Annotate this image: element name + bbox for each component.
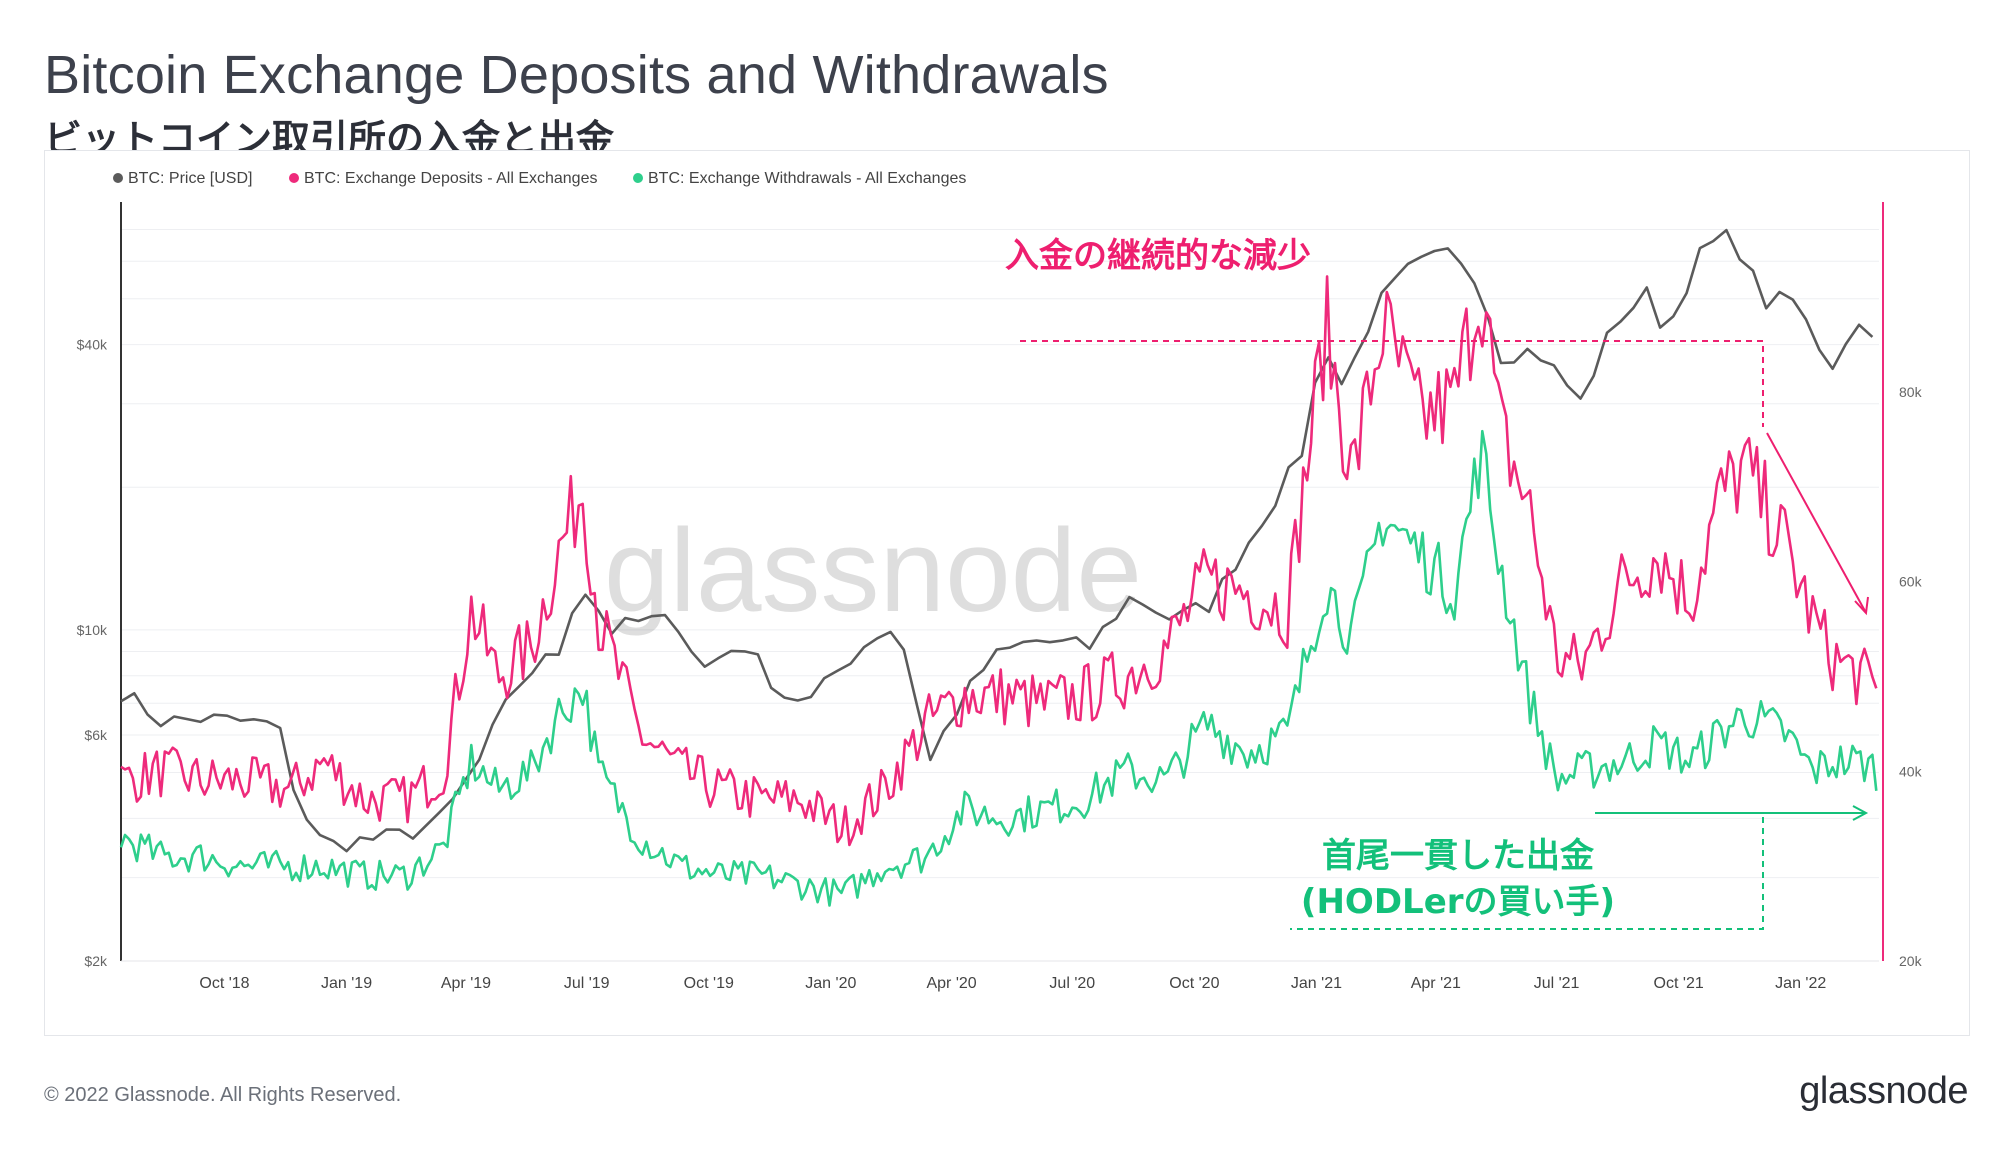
chart-svg: glassnode BTC: Price [USD] BTC: Exchange … (77, 170, 1923, 992)
deposits-arrow-line (1766, 432, 1866, 612)
watermark: glassnode (604, 505, 1142, 637)
x-tick-label: Jul '19 (564, 975, 610, 992)
x-tick-label: Oct '19 (684, 975, 734, 992)
y-right-tick-label: 20k (1899, 953, 1923, 969)
footer-logo: glassnode (1799, 1070, 1968, 1112)
legend: BTC: Price [USD] BTC: Exchange Deposits -… (113, 170, 966, 187)
axes: $2k $6k $10k $40k 20k 40k 60k 80k Oct '18 Jan '19… (77, 202, 1923, 992)
series-line (119, 429, 1878, 907)
y-left-tick-label: $10k (77, 622, 108, 638)
chart-panel: glassnode BTC: Price [USD] BTC: Exchange … (44, 150, 1970, 1036)
legend-label: BTC: Exchange Withdrawals - All Exchange… (648, 170, 966, 187)
y-left-tick-label: $2k (84, 953, 108, 969)
deposits-arrow-head (1854, 596, 1869, 616)
series-layer (119, 228, 1878, 907)
withdrawals-guide-line (1290, 817, 1764, 930)
series-line (120, 228, 1874, 853)
grid (121, 228, 1879, 962)
y-left-tick-label: $6k (84, 727, 108, 743)
x-tick-label: Apr '20 (926, 975, 976, 992)
x-tick-label: Oct '21 (1654, 975, 1704, 992)
page-title: Bitcoin Exchange Deposits and Withdrawal… (44, 45, 1109, 105)
deposits-annotation: 入金の継続的な減少 (1005, 236, 1311, 276)
x-tick-label: Jul '20 (1049, 975, 1095, 992)
x-tick-label: Jan '20 (805, 975, 856, 992)
legend-marker (289, 173, 299, 183)
x-tick-label: Apr '21 (1411, 975, 1461, 992)
withdrawals-annotation-line2: (HODLerの買い手) (1301, 882, 1615, 922)
y-right-tick-label: 40k (1899, 763, 1923, 779)
y-right-tick-label: 80k (1899, 384, 1923, 400)
y-right-tick-label: 60k (1899, 574, 1923, 590)
x-tick-label: Jan '21 (1291, 975, 1342, 992)
withdrawals-annotation-line1: 首尾一貫した出金 (1322, 836, 1595, 876)
x-tick-label: Jan '19 (321, 975, 372, 992)
y-left-tick-label: $40k (77, 337, 108, 353)
x-tick-label: Jul '21 (1534, 975, 1580, 992)
legend-label: BTC: Exchange Deposits - All Exchanges (304, 170, 597, 187)
deposits-guide-line (1020, 340, 1764, 427)
legend-label: BTC: Price [USD] (128, 170, 252, 187)
legend-marker (633, 173, 643, 183)
footer-copyright: © 2022 Glassnode. All Rights Reserved. (44, 1084, 402, 1106)
x-tick-label: Apr '19 (441, 975, 491, 992)
x-tick-label: Jan '22 (1775, 975, 1826, 992)
x-tick-label: Oct '18 (199, 975, 249, 992)
series-line (120, 275, 1878, 847)
x-tick-label: Oct '20 (1169, 975, 1219, 992)
legend-marker (113, 173, 123, 183)
withdrawals-arrow-head (1852, 805, 1869, 821)
